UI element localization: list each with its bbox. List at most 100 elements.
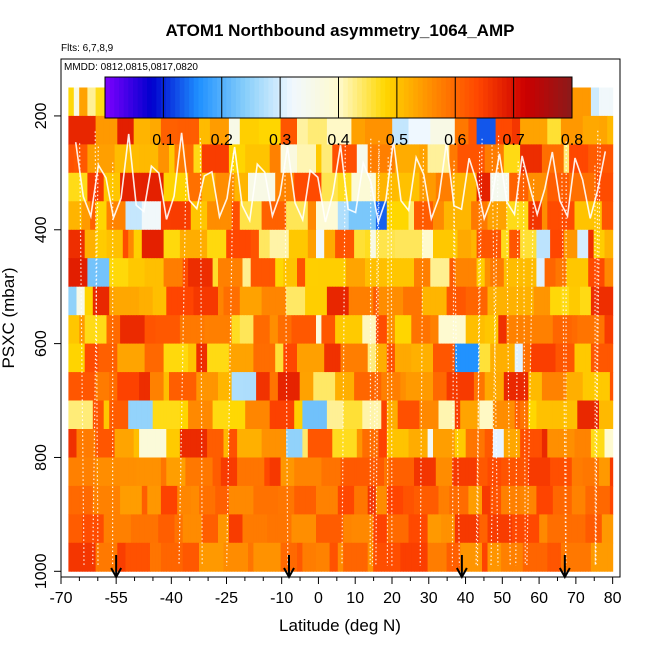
heat-cell	[397, 115, 401, 145]
heat-cell	[424, 429, 429, 458]
heat-cell	[103, 144, 107, 174]
heat-cell	[609, 115, 614, 145]
heat-cell	[332, 429, 336, 458]
heat-cell	[571, 485, 576, 515]
colorbar-swatch	[539, 77, 545, 118]
heat-cell	[95, 258, 99, 288]
heat-cell	[171, 144, 176, 174]
heat-cell	[231, 229, 235, 259]
heat-cell	[340, 201, 344, 231]
heat-cell	[367, 172, 371, 202]
heat-cell	[277, 542, 282, 572]
heat-cell	[514, 115, 518, 145]
heat-cell	[528, 201, 532, 231]
heat-cell	[79, 315, 83, 345]
heat-cell	[231, 343, 235, 373]
heat-cell	[160, 457, 165, 487]
profile-trace	[341, 141, 346, 566]
heat-cell	[299, 485, 303, 515]
heat-cell	[73, 229, 78, 259]
profile-arrow-head	[110, 567, 123, 580]
heat-cell	[433, 315, 437, 345]
heat-cell	[490, 201, 494, 231]
heat-cell	[452, 144, 456, 174]
colorbar-swatch	[375, 77, 382, 118]
heat-cell	[248, 457, 252, 487]
heat-cell	[348, 457, 352, 487]
heat-cell	[520, 343, 524, 373]
heat-cell	[520, 229, 524, 259]
heat-cell	[326, 315, 331, 345]
heat-cell	[147, 286, 151, 316]
heat-cell	[84, 429, 88, 458]
heat-cell	[381, 429, 385, 458]
heat-cell	[182, 172, 186, 202]
colorbar-swatch	[455, 77, 461, 118]
profile-trace	[386, 157, 389, 566]
heat-cell	[574, 429, 578, 458]
heat-cell	[258, 144, 263, 174]
heat-cell	[441, 485, 445, 515]
heat-cell	[204, 172, 208, 202]
heat-cell	[386, 372, 391, 401]
heat-cell	[122, 315, 127, 345]
heat-cell	[258, 315, 263, 345]
heat-cell	[307, 201, 312, 231]
heat-cell	[560, 229, 565, 259]
heat-cell	[520, 258, 524, 288]
heat-cell	[207, 514, 211, 544]
heat-cell	[68, 286, 72, 316]
heat-cell	[160, 286, 165, 316]
heat-cell	[517, 144, 521, 174]
heat-cell	[601, 258, 606, 288]
colorbar-swatch	[553, 77, 559, 118]
heat-cell	[604, 372, 608, 401]
heat-cell	[196, 286, 200, 316]
heat-cell	[454, 144, 459, 174]
heat-cell	[335, 429, 339, 458]
heat-cell	[495, 343, 499, 373]
heat-cell	[291, 429, 295, 458]
heat-cell	[326, 457, 331, 487]
heat-cell	[370, 429, 374, 458]
heat-cell	[68, 315, 72, 345]
heat-cell	[463, 343, 467, 373]
heat-cell	[109, 258, 113, 288]
heat-cell	[98, 258, 102, 288]
heat-cell	[332, 485, 336, 515]
heat-cell	[261, 343, 265, 373]
heat-cell	[106, 115, 110, 145]
heat-cell	[438, 400, 442, 430]
heat-cell	[234, 457, 238, 487]
heat-cell	[264, 343, 268, 373]
heat-cell	[212, 315, 216, 345]
heat-cell	[239, 485, 244, 515]
heat-cell	[79, 343, 83, 373]
x-axis-label: Latitude (deg N)	[279, 616, 401, 635]
heat-cell	[207, 372, 211, 401]
heat-cell	[174, 115, 178, 145]
heat-cell	[416, 286, 420, 316]
heat-cell	[389, 115, 393, 145]
heat-cell	[125, 485, 129, 515]
heat-cell	[193, 343, 197, 373]
heat-cell	[239, 286, 244, 316]
heat-cell	[125, 514, 129, 544]
heat-cell	[571, 315, 576, 345]
heat-cell	[340, 372, 344, 401]
heat-cell	[422, 115, 426, 145]
heat-cell	[394, 229, 399, 259]
colorbar-swatch	[347, 77, 353, 118]
heat-cell	[179, 201, 184, 231]
heat-cell	[569, 429, 573, 458]
heat-cell	[302, 343, 306, 373]
heat-cell	[558, 372, 562, 401]
heat-cell	[76, 286, 80, 316]
x-tick-label: 60	[530, 590, 548, 607]
heat-cell	[449, 144, 453, 174]
heat-cell	[463, 514, 467, 544]
heat-cell	[536, 485, 540, 515]
heat-cell	[152, 400, 156, 430]
heat-cell	[427, 315, 431, 345]
heat-cell	[563, 115, 567, 145]
